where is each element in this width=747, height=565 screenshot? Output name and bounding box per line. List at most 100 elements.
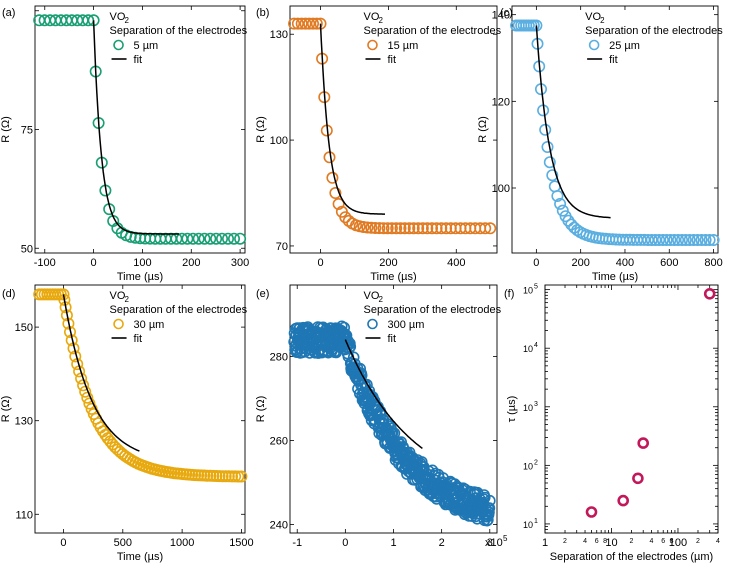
x-tick-label: 0 [91,257,97,269]
y-tick-label: 70 [276,241,288,253]
data-point [407,222,420,235]
data-point [675,234,688,247]
legend-marker [113,39,124,51]
y-tick-label: 10 [523,286,533,296]
y-axis-label: R (Ω) [255,116,267,143]
data-point [664,234,677,247]
x-tick-label: 2 [563,538,567,545]
x-tick-label: 800 [704,257,722,269]
data-point [385,222,398,235]
legend-material-subscript: 2 [378,295,383,304]
data-point [187,232,200,245]
data-point [354,362,367,375]
x-tick-label: 1000 [170,537,194,549]
legend-marker [367,39,378,51]
x-tick-label: 8 [603,538,607,545]
data-point [198,232,211,245]
data-point [707,234,720,247]
legend-material-subscript: 2 [600,16,605,25]
panel-label: (a) [2,7,15,19]
y-tick-label: 120 [492,96,510,108]
legend-fit-label: fit [134,333,143,345]
data-point [703,234,716,247]
x-tick-label: 3 [487,537,493,549]
data-point [222,470,235,483]
data-point [482,514,494,526]
legend-material-subscript: 2 [125,16,130,25]
data-point [416,222,429,235]
plot-frame [544,284,719,534]
x-tick-label: 1500 [229,537,253,549]
data-point [483,494,496,507]
data-point [656,234,669,247]
data-point [295,17,308,30]
x-tick-label: 0 [60,537,66,549]
y-tick-label: 280 [270,351,288,363]
legend-title: Separation of the electrodes [363,304,501,316]
legend-material: VO [585,11,601,23]
legend-title: Separation of the electrodes [110,25,248,37]
x-tick-label: 4 [716,538,720,545]
legend-material: VO [110,11,126,23]
plot-frame [289,5,498,254]
data-point [412,222,425,235]
data-point [632,472,644,485]
y-tick-exponent: 5 [534,284,538,291]
legend-series-label: 15 µm [387,40,418,52]
data-point [216,470,229,483]
x-tick-label: 2 [630,538,634,545]
legend-material-subscript: 2 [378,16,383,25]
data-point [365,221,378,234]
data-point [479,222,492,235]
x-tick-label: 10 [605,537,617,549]
data-point [323,151,336,164]
data-point [554,197,567,210]
data-point [326,171,339,184]
data-point [539,123,552,136]
legend-marker [367,318,378,330]
data-point [310,17,323,30]
data-point [332,198,345,211]
data-point [484,222,497,235]
data-point [369,222,382,235]
y-tick-label: 130 [15,416,33,428]
panel-label: (e) [256,288,269,300]
data-point [375,407,387,420]
y-tick-label: 150 [15,322,33,334]
data-point [679,234,692,247]
data-point [59,301,72,314]
legend-fit-label: fit [387,333,396,345]
data-point [703,287,716,300]
x-tick-label: 4 [583,538,587,545]
y-tick-exponent: 3 [534,401,538,408]
data-point [234,232,247,245]
y-tick-exponent: 1 [534,518,538,525]
data-point [303,17,316,30]
data-point [299,17,312,30]
data-point [226,470,239,483]
data-point [695,234,708,247]
data-point [210,232,223,245]
y-tick-label: 10 [523,344,533,354]
legend-title: Separation of the electrodes [585,25,723,37]
x-tick-label: 6 [661,538,665,545]
fit-curve [92,20,180,235]
data-point [551,190,564,203]
data-point [440,222,453,235]
data-point [229,470,242,483]
data-point [541,141,554,154]
x-axis-label: Time (µs) [592,271,638,283]
x-tick-label: -1 [292,537,302,549]
y-tick-label: 260 [270,436,288,448]
legend-material-subscript: 2 [125,295,130,304]
data-point [653,234,666,247]
x-tick-label: -100 [34,257,56,269]
y-tick-label: 100 [492,183,510,195]
fit-curve [62,294,140,452]
legend-title: Separation of the electrodes [363,25,501,37]
data-point [683,234,696,247]
y-axis-label: R (Ω) [0,116,12,143]
data-point [291,17,304,30]
y-axis-label: R (Ω) [477,116,489,143]
